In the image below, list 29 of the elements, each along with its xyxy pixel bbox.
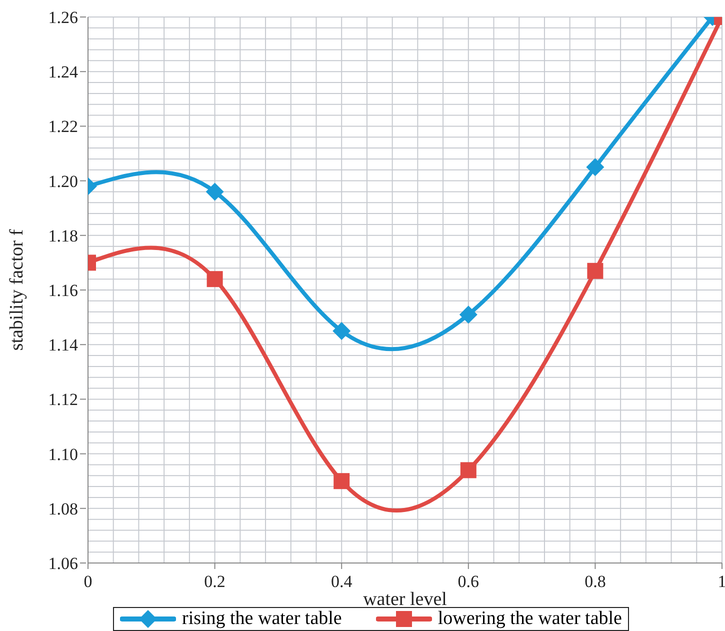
- y-tick-label: 1.18: [48, 226, 78, 246]
- y-tick-label: 1.16: [48, 281, 78, 300]
- point: [206, 182, 224, 201]
- y-tick-label: 1.22: [48, 117, 78, 136]
- point: [460, 462, 476, 478]
- y-tick-label: 1.10: [48, 444, 78, 464]
- y-tick-label: 1.20: [48, 172, 78, 191]
- x-tick-label: 1: [718, 572, 725, 591]
- point: [334, 473, 350, 490]
- y-tick-label: 1.14: [48, 336, 78, 355]
- x-tick-label: 0: [84, 572, 92, 591]
- point: [587, 262, 604, 279]
- y-tick-label: 1.24: [48, 62, 78, 82]
- x-tick-label: 0.8: [584, 572, 606, 591]
- point: [332, 322, 351, 340]
- y-tick-label: 1.12: [48, 390, 78, 410]
- x-tick-label: 0.6: [458, 572, 480, 591]
- x-tick-label: 0.2: [204, 572, 226, 591]
- legend-label: lowering the water table: [438, 608, 622, 630]
- point: [586, 158, 604, 176]
- point: [459, 306, 478, 324]
- x-tick-label: 0.4: [330, 572, 353, 591]
- y-tick-label: 1.26: [48, 8, 78, 27]
- y-tick-label: 1.06: [48, 554, 78, 573]
- y-axis-title: stability factor f: [6, 228, 28, 351]
- y-tick-label: 1.08: [48, 499, 78, 518]
- point: [206, 271, 223, 288]
- x-axis-title: water level: [363, 589, 447, 610]
- legend-label: rising the water table: [182, 608, 342, 630]
